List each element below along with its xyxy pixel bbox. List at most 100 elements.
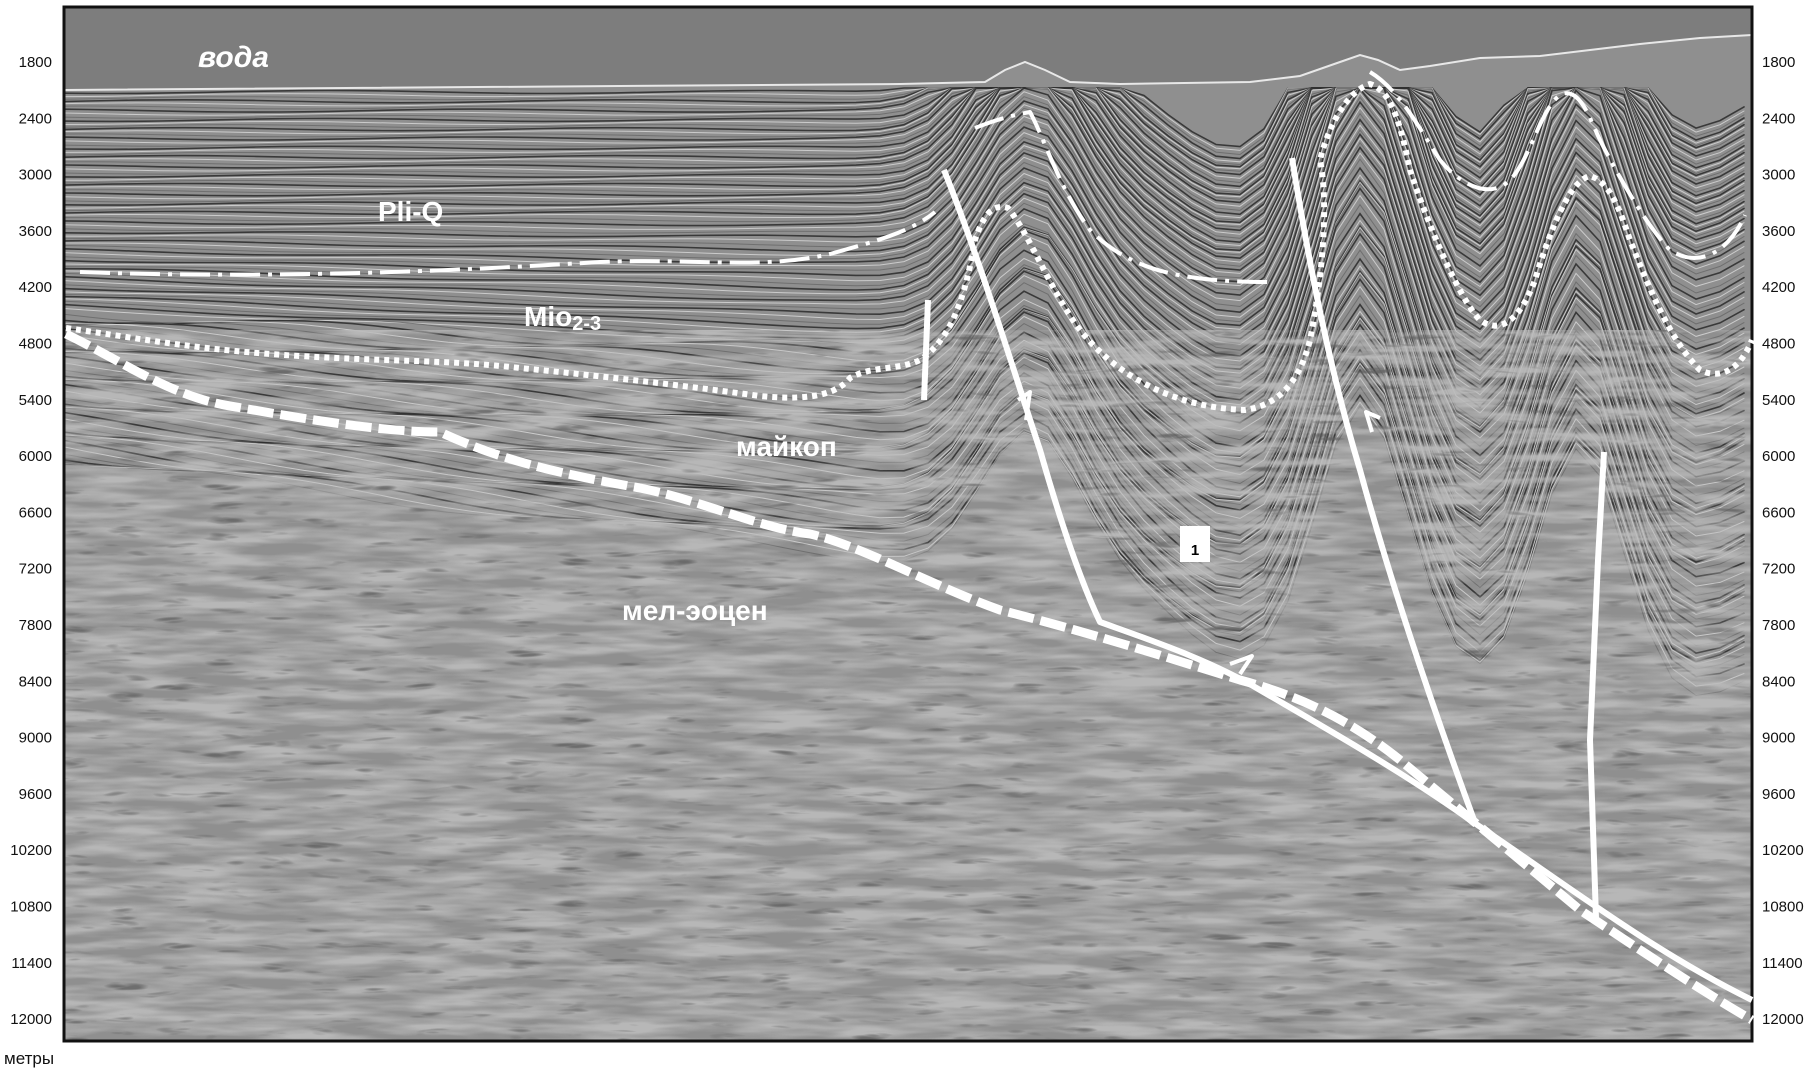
reflector <box>64 87 1745 249</box>
reflector <box>64 87 1745 291</box>
reflector <box>64 87 1745 166</box>
reflector <box>64 87 1745 323</box>
depth-tick-right: 10200 <box>1762 842 1804 859</box>
horizon-top-mio <box>79 210 937 277</box>
depth-tick-left: 2400 <box>19 110 52 127</box>
depth-tick-left: 10800 <box>10 899 52 916</box>
depth-tick-left: 9600 <box>19 786 52 803</box>
depth-tick-right: 9000 <box>1762 730 1795 747</box>
depth-tick-left: 7200 <box>19 561 52 578</box>
reflector <box>64 87 1745 224</box>
seismic-panel <box>64 7 1752 1041</box>
seafloor-line <box>64 34 1752 91</box>
reflector <box>64 87 1745 260</box>
fault-arrow-1 <box>1016 390 1032 421</box>
label-mel-eocene: мел-эоцен <box>622 595 768 626</box>
reflector <box>64 87 1745 219</box>
depth-tick-left: 12000 <box>10 1011 52 1028</box>
reflector <box>64 87 1745 168</box>
reflector <box>64 87 1745 200</box>
label-maikop: майкоп <box>736 431 837 462</box>
depth-tick-right: 6600 <box>1762 504 1795 521</box>
depth-tick-right: 8400 <box>1762 673 1795 690</box>
reflector <box>64 87 1745 160</box>
depth-tick-left: 4800 <box>19 336 52 353</box>
reflector <box>64 87 1745 193</box>
horizon-top-mio-east1 <box>974 110 1271 284</box>
depth-tick-right: 6000 <box>1762 448 1795 465</box>
interpretation-lines <box>64 70 1755 1024</box>
label-mio-sub: 2-3 <box>572 313 601 335</box>
fault-main-2 <box>1289 157 1477 822</box>
reflector <box>64 86 1745 340</box>
reflector <box>64 87 1745 252</box>
depth-unit-label: метры <box>4 1049 54 1068</box>
reflector <box>64 87 1745 170</box>
label-pli-q: Pli-Q <box>378 196 443 227</box>
depth-tick-left: 6000 <box>19 448 52 465</box>
reflector <box>64 87 1745 253</box>
depth-tick-right: 12000 <box>1762 1011 1804 1028</box>
reflector <box>64 87 1745 247</box>
fault-short <box>921 299 931 401</box>
depth-tick-right: 2400 <box>1762 110 1795 127</box>
reflector <box>64 87 1745 204</box>
depth-tick-left: 11400 <box>11 955 52 972</box>
reflector <box>64 87 1745 256</box>
depth-tick-right: 9600 <box>1762 786 1795 803</box>
reflector <box>64 87 1745 232</box>
fault-number-label: 1 <box>1191 542 1199 559</box>
reflector <box>64 87 1745 151</box>
reflector <box>64 87 1745 244</box>
reflector <box>64 87 1745 287</box>
label-mio-main: Mio <box>524 301 572 332</box>
reflector <box>64 87 1745 345</box>
depth-tick-right: 10800 <box>1762 899 1804 916</box>
reflector <box>64 87 1745 235</box>
reflector <box>64 87 1745 176</box>
depth-ticks-left: 1800 2400 3000 3600 4200 4800 5400 6000 6600 7200… <box>10 54 52 1028</box>
depth-tick-left: 10200 <box>10 842 52 859</box>
reflector <box>64 87 1745 179</box>
depth-tick-left: 6600 <box>19 504 52 521</box>
reflector <box>64 87 1745 207</box>
panel-frame <box>62 5 1754 1043</box>
depth-tick-right: 7200 <box>1762 561 1795 578</box>
depth-tick-right: 3600 <box>1762 223 1795 240</box>
reflector <box>64 87 1745 221</box>
reflector <box>64 87 1745 226</box>
reflector <box>64 87 1745 308</box>
depth-tick-left: 3000 <box>19 167 52 184</box>
horizon-top-maikop <box>65 81 1755 413</box>
depth-ticks-right: 1800 2400 3000 3600 4200 4800 5400 6000 6600 7200… <box>1762 54 1804 1028</box>
reflector <box>64 87 1745 279</box>
reflector <box>64 87 1745 196</box>
reflector <box>64 87 1745 267</box>
label-water: вода <box>198 41 269 74</box>
fault-arrow-3 <box>1229 654 1254 676</box>
depth-tick-left: 3600 <box>19 223 52 240</box>
reflector <box>64 87 1745 156</box>
depth-tick-right: 1800 <box>1762 54 1795 71</box>
reflector <box>64 87 1745 263</box>
fault-arrow-2 <box>1364 410 1381 433</box>
depth-tick-right: 11400 <box>1762 955 1803 972</box>
reflector <box>64 87 1745 239</box>
reflector <box>64 87 1745 184</box>
depth-tick-right: 5400 <box>1762 392 1795 409</box>
depth-tick-right: 4800 <box>1762 336 1795 353</box>
fault-main-1 <box>941 168 1754 1003</box>
reflector <box>64 87 1745 335</box>
depth-tick-left: 7800 <box>19 617 52 634</box>
depth-tick-left: 4200 <box>19 279 52 296</box>
reflector <box>64 87 1745 283</box>
depth-tick-right: 7800 <box>1762 617 1795 634</box>
reflector <box>64 87 1745 302</box>
depth-tick-left: 5400 <box>19 392 52 409</box>
fault-main-3 <box>1587 451 1607 919</box>
reflector <box>64 87 1745 314</box>
reflector <box>64 87 1745 228</box>
reflector <box>64 87 1745 330</box>
reflector <box>64 87 1745 191</box>
